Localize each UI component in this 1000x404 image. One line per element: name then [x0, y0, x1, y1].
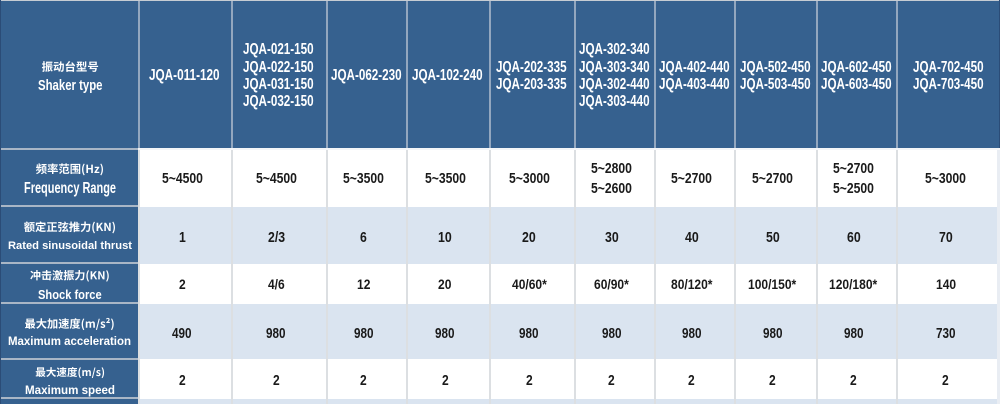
svg-text:5~2700: 5~2700 — [671, 170, 712, 187]
svg-text:20: 20 — [522, 229, 536, 246]
svg-text:980: 980 — [519, 325, 539, 342]
svg-text:JQA-202-335: JQA-202-335 — [496, 59, 567, 76]
svg-text:Frequency Range: Frequency Range — [24, 180, 116, 197]
svg-text:JQA-702-450: JQA-702-450 — [913, 59, 984, 76]
svg-text:40/60*: 40/60* — [512, 276, 547, 292]
svg-text:JQA-703-450: JQA-703-450 — [913, 76, 984, 93]
svg-text:5~3500: 5~3500 — [425, 170, 466, 187]
svg-text:2: 2 — [942, 373, 949, 389]
svg-text:2: 2 — [273, 373, 280, 389]
svg-text:Maximum speed: Maximum speed — [25, 383, 115, 397]
svg-text:12: 12 — [357, 276, 371, 292]
svg-text:5~2600: 5~2600 — [591, 180, 632, 197]
svg-text:JQA-102-240: JQA-102-240 — [412, 67, 483, 84]
svg-text:20: 20 — [438, 276, 452, 292]
svg-text:2: 2 — [526, 373, 533, 389]
svg-text:490: 490 — [172, 325, 192, 342]
svg-text:100/150*: 100/150* — [748, 276, 797, 292]
svg-text:4/6: 4/6 — [268, 276, 285, 292]
svg-text:980: 980 — [266, 325, 286, 342]
svg-text:JQA-011-120: JQA-011-120 — [149, 67, 220, 84]
svg-text:140: 140 — [936, 276, 956, 292]
svg-text:80/120*: 80/120* — [671, 276, 713, 292]
svg-text:2: 2 — [769, 373, 776, 389]
svg-text:JQA-021-150: JQA-021-150 — [243, 41, 314, 58]
svg-text:2: 2 — [442, 373, 449, 389]
svg-text:Shaker type: Shaker type — [38, 78, 103, 94]
svg-text:JQA-302-340: JQA-302-340 — [579, 41, 650, 58]
svg-text:6: 6 — [360, 229, 367, 246]
svg-text:980: 980 — [602, 325, 622, 342]
svg-text:980: 980 — [682, 325, 702, 342]
svg-text:JQA-203-335: JQA-203-335 — [496, 76, 567, 93]
svg-text:JQA-022-150: JQA-022-150 — [243, 59, 314, 76]
svg-text:JQA-062-230: JQA-062-230 — [331, 67, 402, 84]
svg-text:980: 980 — [844, 325, 864, 342]
svg-text:JQA-302-440: JQA-302-440 — [579, 76, 650, 93]
svg-text:2: 2 — [179, 373, 186, 389]
svg-text:Maximum acceleration: Maximum acceleration — [8, 334, 131, 348]
svg-text:JQA-602-450: JQA-602-450 — [821, 59, 892, 76]
svg-text:1: 1 — [179, 229, 186, 246]
svg-text:2: 2 — [850, 373, 857, 389]
svg-text:2/3: 2/3 — [268, 229, 285, 246]
svg-text:980: 980 — [435, 325, 455, 342]
svg-text:JQA-503-450: JQA-503-450 — [740, 76, 811, 93]
svg-text:980: 980 — [763, 325, 783, 342]
svg-text:2: 2 — [608, 373, 615, 389]
svg-text:10: 10 — [438, 229, 452, 246]
svg-text:70: 70 — [939, 229, 953, 246]
svg-text:5~3000: 5~3000 — [509, 170, 550, 187]
svg-text:JQA-303-340: JQA-303-340 — [579, 59, 650, 76]
svg-text:JQA-603-450: JQA-603-450 — [821, 76, 892, 93]
svg-text:2: 2 — [688, 373, 695, 389]
svg-text:Rated sinusoidal thrust: Rated sinusoidal thrust — [8, 240, 132, 252]
svg-text:60: 60 — [847, 229, 861, 246]
svg-text:JQA-402-440: JQA-402-440 — [659, 59, 730, 76]
svg-text:JQA-032-150: JQA-032-150 — [243, 93, 314, 110]
svg-text:Shock force: Shock force — [38, 287, 102, 302]
svg-text:2: 2 — [179, 276, 186, 292]
svg-text:120/180*: 120/180* — [829, 276, 878, 292]
svg-text:JQA-403-440: JQA-403-440 — [659, 76, 730, 93]
svg-text:5~2700: 5~2700 — [752, 170, 793, 187]
svg-text:5~2800: 5~2800 — [591, 160, 632, 177]
svg-text:JQA-303-440: JQA-303-440 — [579, 93, 650, 110]
svg-text:5~3500: 5~3500 — [343, 170, 384, 187]
svg-text:50: 50 — [766, 229, 780, 246]
svg-text:40: 40 — [685, 229, 699, 246]
svg-text:30: 30 — [605, 229, 619, 246]
svg-text:5~4500: 5~4500 — [256, 170, 297, 187]
svg-text:JQA-031-150: JQA-031-150 — [243, 76, 314, 93]
svg-text:5~2500: 5~2500 — [833, 180, 874, 197]
svg-text:5~3000: 5~3000 — [925, 170, 966, 187]
svg-text:730: 730 — [936, 325, 956, 342]
svg-text:5~2700: 5~2700 — [833, 160, 874, 177]
svg-text:5~4500: 5~4500 — [162, 170, 203, 187]
svg-text:JQA-502-450: JQA-502-450 — [740, 59, 811, 76]
svg-text:60/90*: 60/90* — [594, 276, 629, 292]
svg-text:2: 2 — [360, 373, 367, 389]
svg-text:980: 980 — [354, 325, 374, 342]
